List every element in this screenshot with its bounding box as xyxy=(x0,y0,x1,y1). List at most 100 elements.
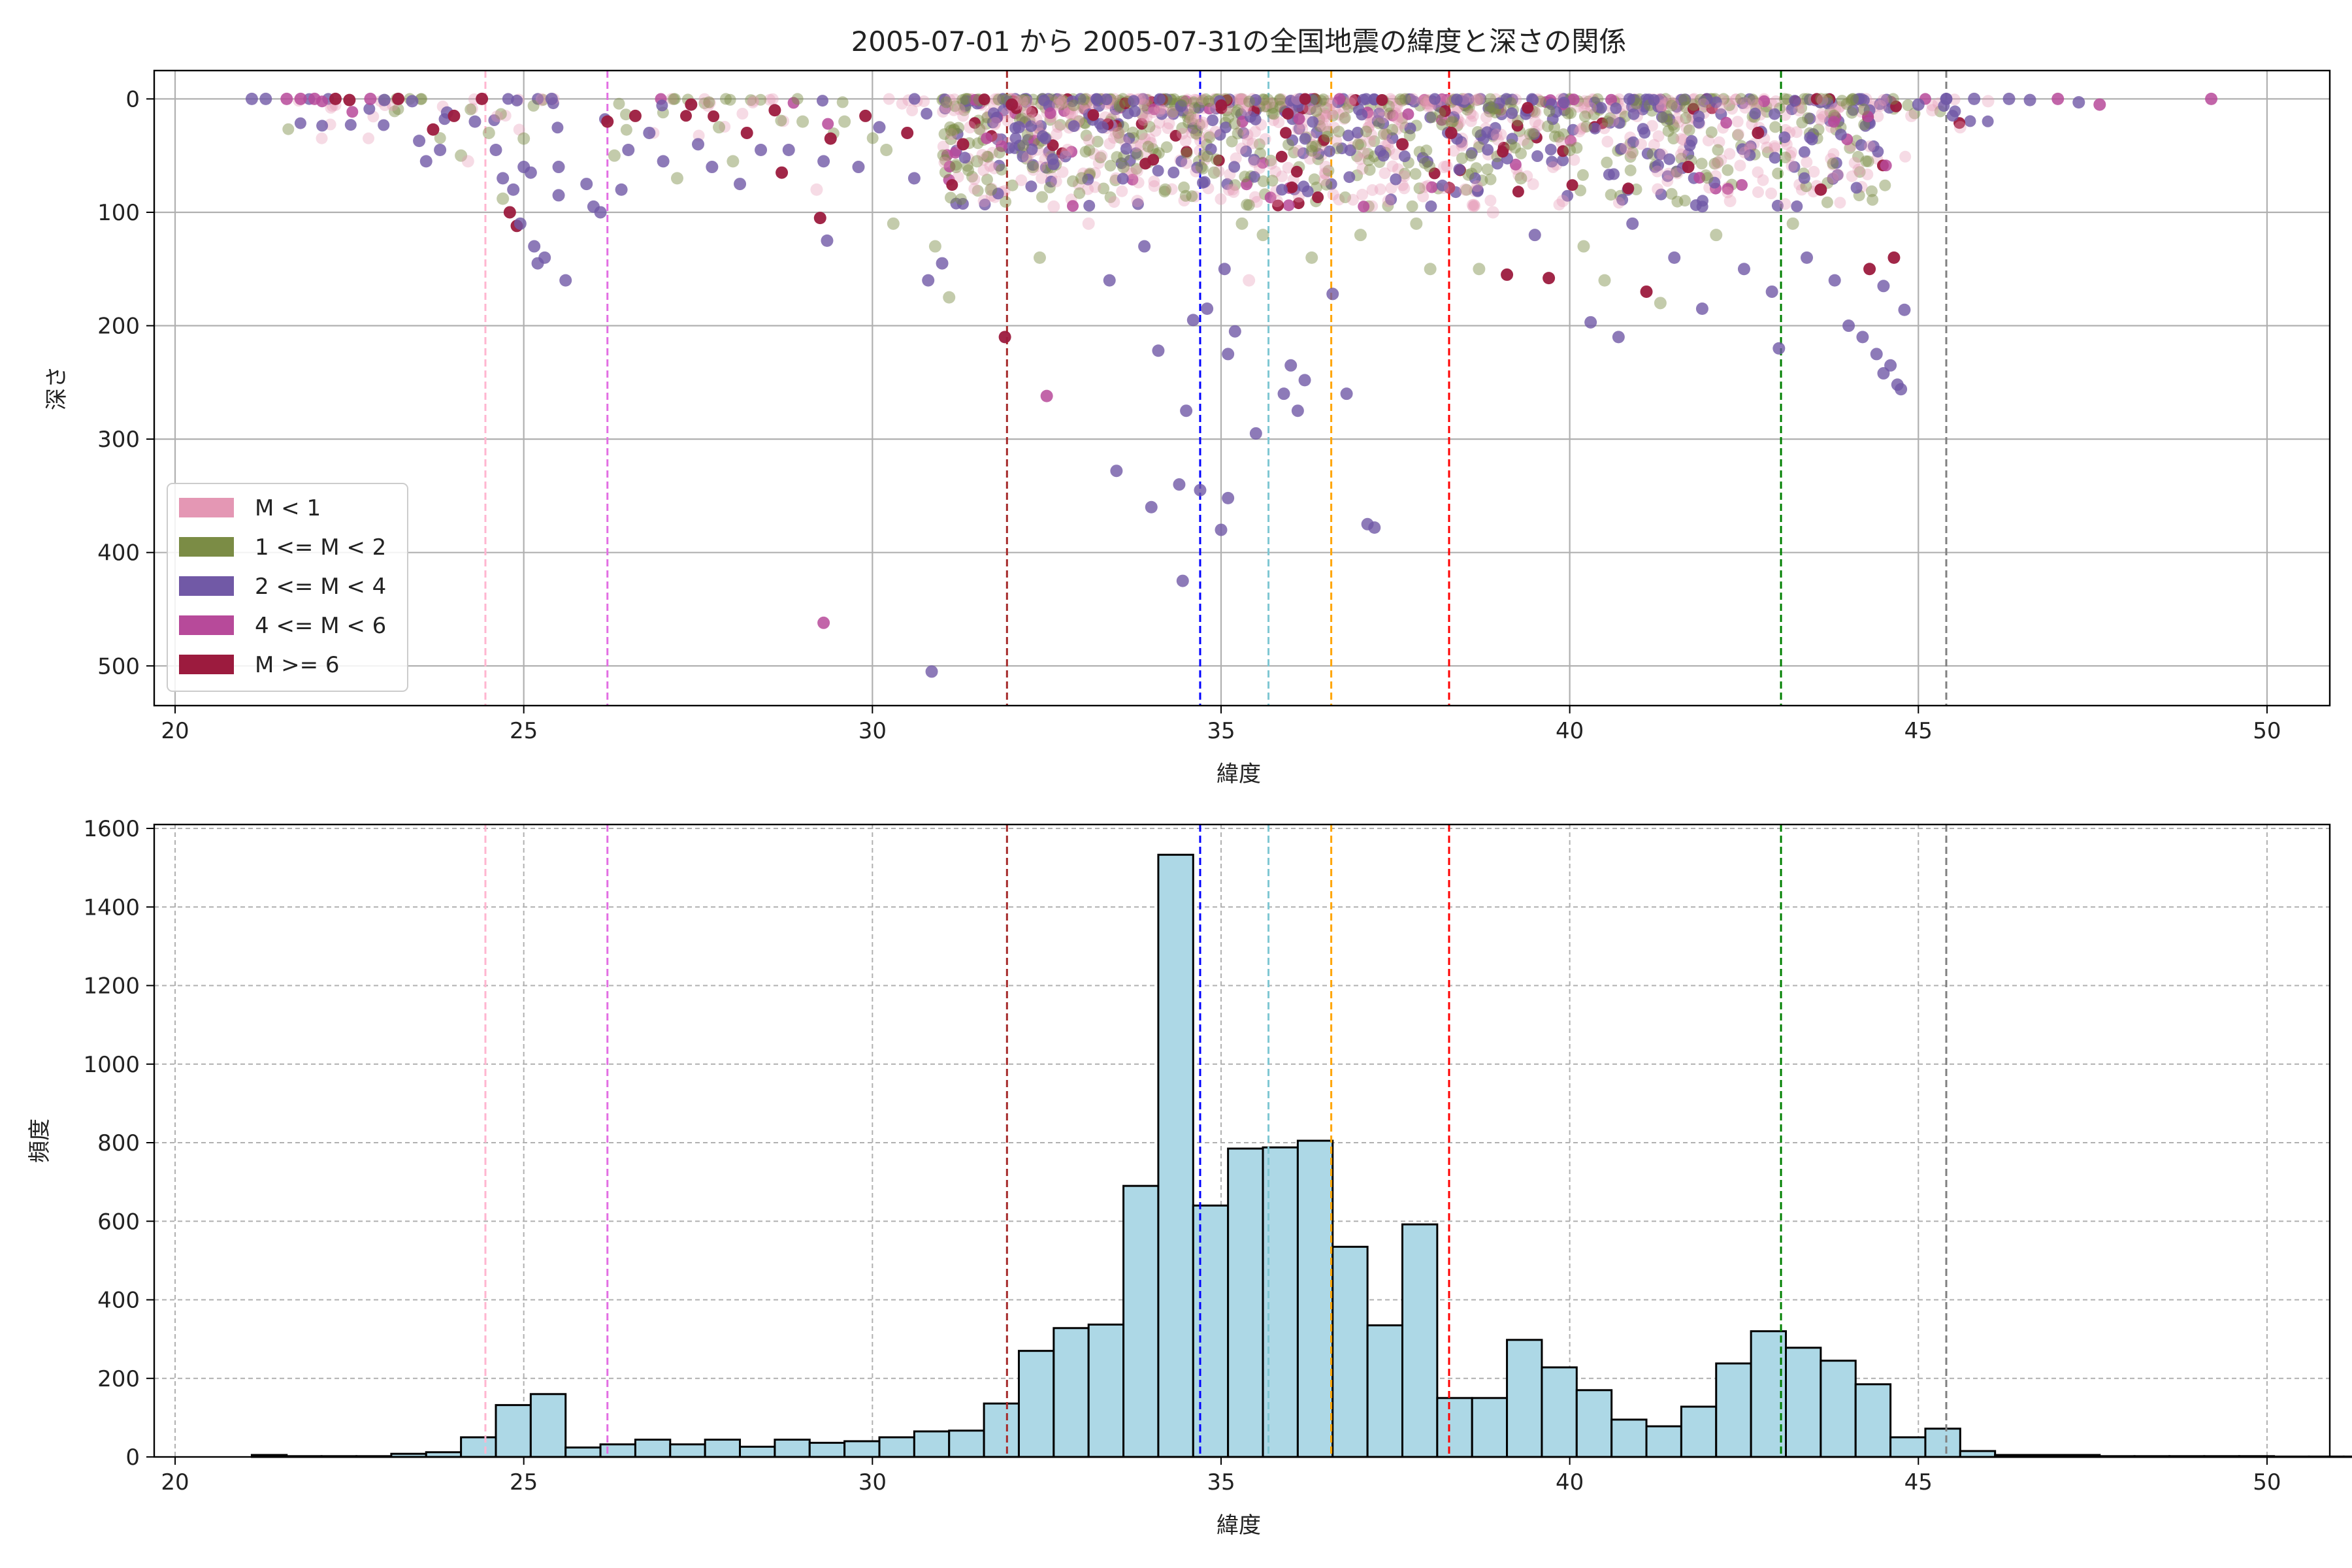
scatter-point xyxy=(2002,92,2016,105)
scatter-point xyxy=(1386,109,1399,122)
scatter-point xyxy=(1852,150,1864,163)
scatter-point xyxy=(1110,465,1123,478)
scatter-point xyxy=(1567,123,1579,136)
x-tick-label: 40 xyxy=(1556,718,1584,744)
histogram-bar xyxy=(878,1436,915,1458)
scatter-point xyxy=(1267,97,1279,109)
scatter-point xyxy=(1351,127,1364,139)
scatter-point xyxy=(1514,172,1527,185)
scatter-point xyxy=(1758,95,1771,107)
scatter-point xyxy=(1616,193,1629,206)
histogram-y-label: 頻度 xyxy=(27,1119,53,1163)
scatter-point xyxy=(1786,217,1799,230)
scatter-point xyxy=(1385,182,1397,194)
scatter-point xyxy=(1017,139,1030,152)
x-tick-label: 50 xyxy=(2253,1469,2281,1495)
scatter-point xyxy=(1187,122,1200,134)
scatter-point xyxy=(1601,135,1614,148)
scatter-point xyxy=(1192,101,1205,114)
scatter-point xyxy=(1679,195,1691,207)
histogram-bar xyxy=(1959,1450,1997,1458)
scatter-point xyxy=(1675,152,1688,165)
scatter-legend: M < 1 1 <= M < 2 2 <= M < 4 4 <= M < 6 M >= … xyxy=(167,483,408,692)
scatter-point xyxy=(948,123,960,135)
scatter-point xyxy=(1680,122,1693,134)
scatter-point xyxy=(1230,106,1243,118)
scatter-point xyxy=(1622,182,1635,195)
scatter-point xyxy=(1816,94,1829,106)
scatter-point xyxy=(1480,111,1492,123)
y-tick-label: 300 xyxy=(97,427,140,453)
scatter-point xyxy=(476,92,489,105)
scatter-point xyxy=(1722,164,1734,176)
scatter-point xyxy=(968,173,981,186)
histogram-bar xyxy=(1366,1324,1403,1458)
scatter-point xyxy=(1471,126,1484,138)
histogram-reference-lines xyxy=(484,825,1948,1457)
scatter-point xyxy=(1276,184,1288,196)
scatter-point xyxy=(535,93,547,105)
scatter-point xyxy=(1577,122,1590,134)
scatter-point xyxy=(1612,197,1625,209)
scatter-point xyxy=(1392,110,1404,122)
scatter-point xyxy=(1000,195,1012,208)
scatter-point xyxy=(343,93,356,106)
scatter-point xyxy=(981,173,993,186)
scatter-point xyxy=(1785,146,1797,159)
scatter-point xyxy=(1027,159,1039,171)
scatter-point xyxy=(925,665,938,678)
scatter-point xyxy=(1825,106,1838,119)
scatter-point xyxy=(1390,99,1403,111)
scatter-point xyxy=(1343,171,1356,184)
scatter-point xyxy=(1322,125,1334,138)
scatter-point xyxy=(1731,116,1744,128)
scatter-point xyxy=(1186,118,1199,130)
scatter-point xyxy=(455,149,468,162)
scatter-point xyxy=(1752,126,1765,139)
scatter-point xyxy=(989,117,1002,129)
histogram-grid xyxy=(154,825,2330,1458)
scatter-point xyxy=(1113,127,1125,139)
legend-label: 2 <= M < 4 xyxy=(255,574,386,600)
histogram-bar xyxy=(1471,1397,1509,1458)
scatter-point xyxy=(1424,161,1436,172)
scatter-point xyxy=(1345,93,1358,106)
scatter-point xyxy=(1068,120,1080,132)
scatter-point xyxy=(1492,134,1504,146)
scatter-point xyxy=(1145,500,1158,514)
scatter-point xyxy=(1779,152,1791,163)
scatter-point xyxy=(1403,129,1416,142)
scatter-point xyxy=(1182,111,1194,123)
scatter-point xyxy=(1249,155,1261,168)
scatter-point xyxy=(1256,229,1269,242)
scatter-point xyxy=(538,251,551,264)
histogram-bar xyxy=(634,1439,672,1458)
scatter-point xyxy=(1132,198,1144,210)
scatter-point xyxy=(1436,118,1448,131)
scatter-point xyxy=(1848,157,1861,169)
scatter-point xyxy=(1166,183,1178,195)
scatter-point xyxy=(1083,134,1095,146)
scatter-point xyxy=(1847,104,1859,116)
scatter-point xyxy=(1249,191,1261,203)
scatter-point xyxy=(1194,118,1206,131)
scatter-point xyxy=(1163,118,1175,129)
scatter-point xyxy=(1425,200,1437,212)
scatter-point xyxy=(1509,142,1521,154)
scatter-point xyxy=(1518,134,1530,146)
scatter-point xyxy=(1818,110,1829,123)
scatter-point xyxy=(1241,199,1253,211)
scatter-point xyxy=(1392,113,1404,125)
scatter-point xyxy=(1068,99,1080,112)
scatter-point xyxy=(1371,115,1384,127)
scatter-point xyxy=(873,121,886,134)
scatter-point xyxy=(1671,195,1684,208)
scatter-point xyxy=(1827,172,1839,184)
y-tick-label: 0 xyxy=(125,1445,140,1471)
scatter-point xyxy=(1385,193,1397,206)
x-tick-label: 40 xyxy=(1556,1469,1584,1495)
scatter-point xyxy=(1116,185,1128,197)
scatter-point xyxy=(1265,154,1277,167)
scatter-point xyxy=(1297,147,1309,159)
scatter-point xyxy=(1658,112,1669,124)
